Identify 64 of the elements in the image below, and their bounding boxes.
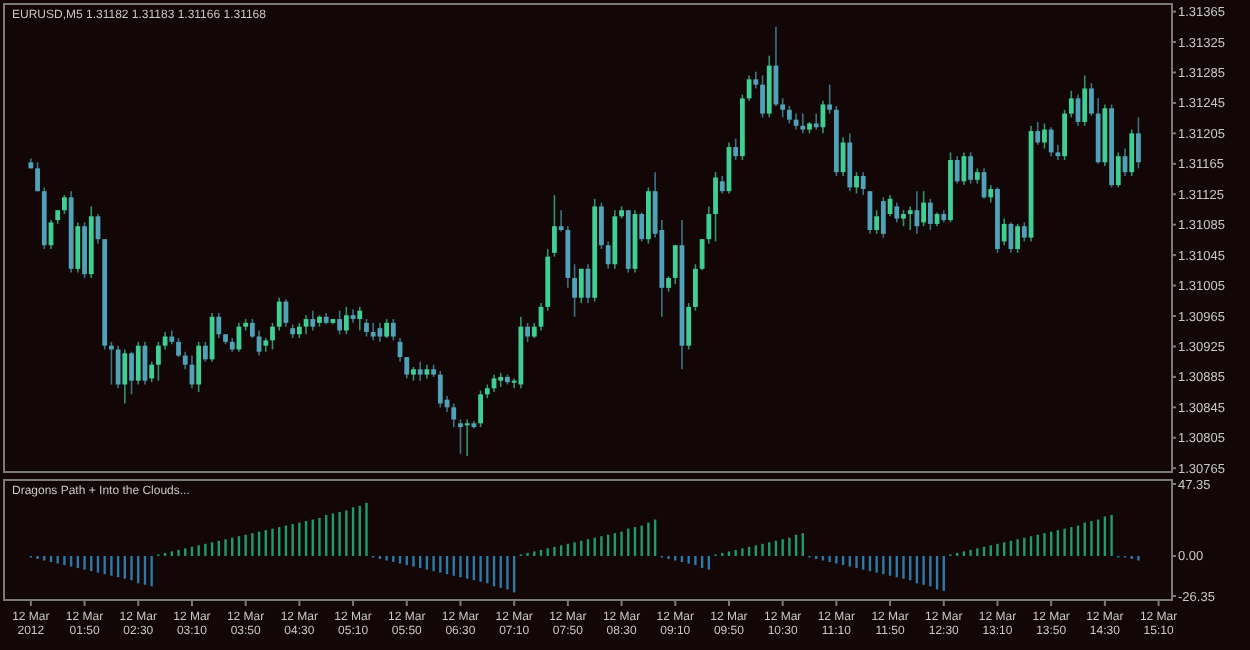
candlestick [390, 318, 396, 342]
candlestick [1015, 223, 1021, 254]
candlestick [62, 194, 67, 215]
candlestick [880, 196, 886, 239]
candlestick [907, 205, 913, 231]
candlestick [115, 344, 121, 390]
candlestick [1062, 108, 1067, 161]
candlestick [921, 190, 927, 227]
candlestick [693, 263, 698, 312]
candlestick [451, 402, 457, 428]
candlestick [384, 318, 390, 339]
candlestick [437, 369, 443, 409]
candlestick [813, 112, 819, 131]
candlestick [1042, 122, 1047, 150]
candlestick [854, 171, 859, 195]
candlestick [1129, 128, 1135, 177]
candlestick [894, 201, 900, 224]
candlestick [310, 309, 316, 332]
candlestick [800, 112, 806, 135]
candlestick [417, 360, 423, 382]
candlestick [276, 296, 282, 332]
candlestick [1048, 126, 1054, 157]
candlestick [686, 302, 692, 351]
candlestick [578, 268, 584, 304]
candlestick [733, 137, 739, 161]
candlestick [196, 341, 202, 393]
candlestick [1035, 121, 1041, 146]
candlestick [1136, 116, 1141, 170]
candlestick [927, 198, 933, 231]
candlestick [478, 389, 483, 428]
candlestick [646, 186, 651, 245]
candlestick [122, 348, 128, 405]
candlestick [357, 306, 363, 332]
candlestick [612, 209, 618, 270]
candlestick [954, 155, 960, 185]
candlestick [874, 209, 880, 235]
candlestick [135, 341, 141, 386]
candlestick [464, 418, 470, 457]
candlestick [639, 211, 645, 243]
candlestick [82, 221, 87, 279]
candlestick [343, 306, 349, 336]
candlestick [337, 309, 343, 336]
candlestick [202, 341, 208, 363]
candlestick [75, 221, 81, 274]
candlestick [713, 171, 718, 243]
candlestick [760, 74, 765, 119]
candlestick [672, 244, 678, 285]
candlestick [827, 83, 833, 115]
candlestick [525, 322, 530, 343]
candlestick [377, 322, 383, 343]
candlestick [129, 350, 134, 396]
candlestick [1001, 217, 1007, 247]
candlestick [847, 132, 853, 192]
candlestick [1008, 221, 1014, 254]
candlestick [216, 312, 222, 339]
candlestick [1021, 221, 1027, 243]
candlestick [149, 360, 155, 383]
candlestick [968, 151, 974, 185]
candlestick [860, 171, 866, 196]
candlestick [1082, 74, 1088, 127]
candlestick [1068, 89, 1074, 119]
candlestick [1115, 151, 1121, 189]
candlestick [766, 54, 772, 119]
candlestick [498, 372, 504, 388]
